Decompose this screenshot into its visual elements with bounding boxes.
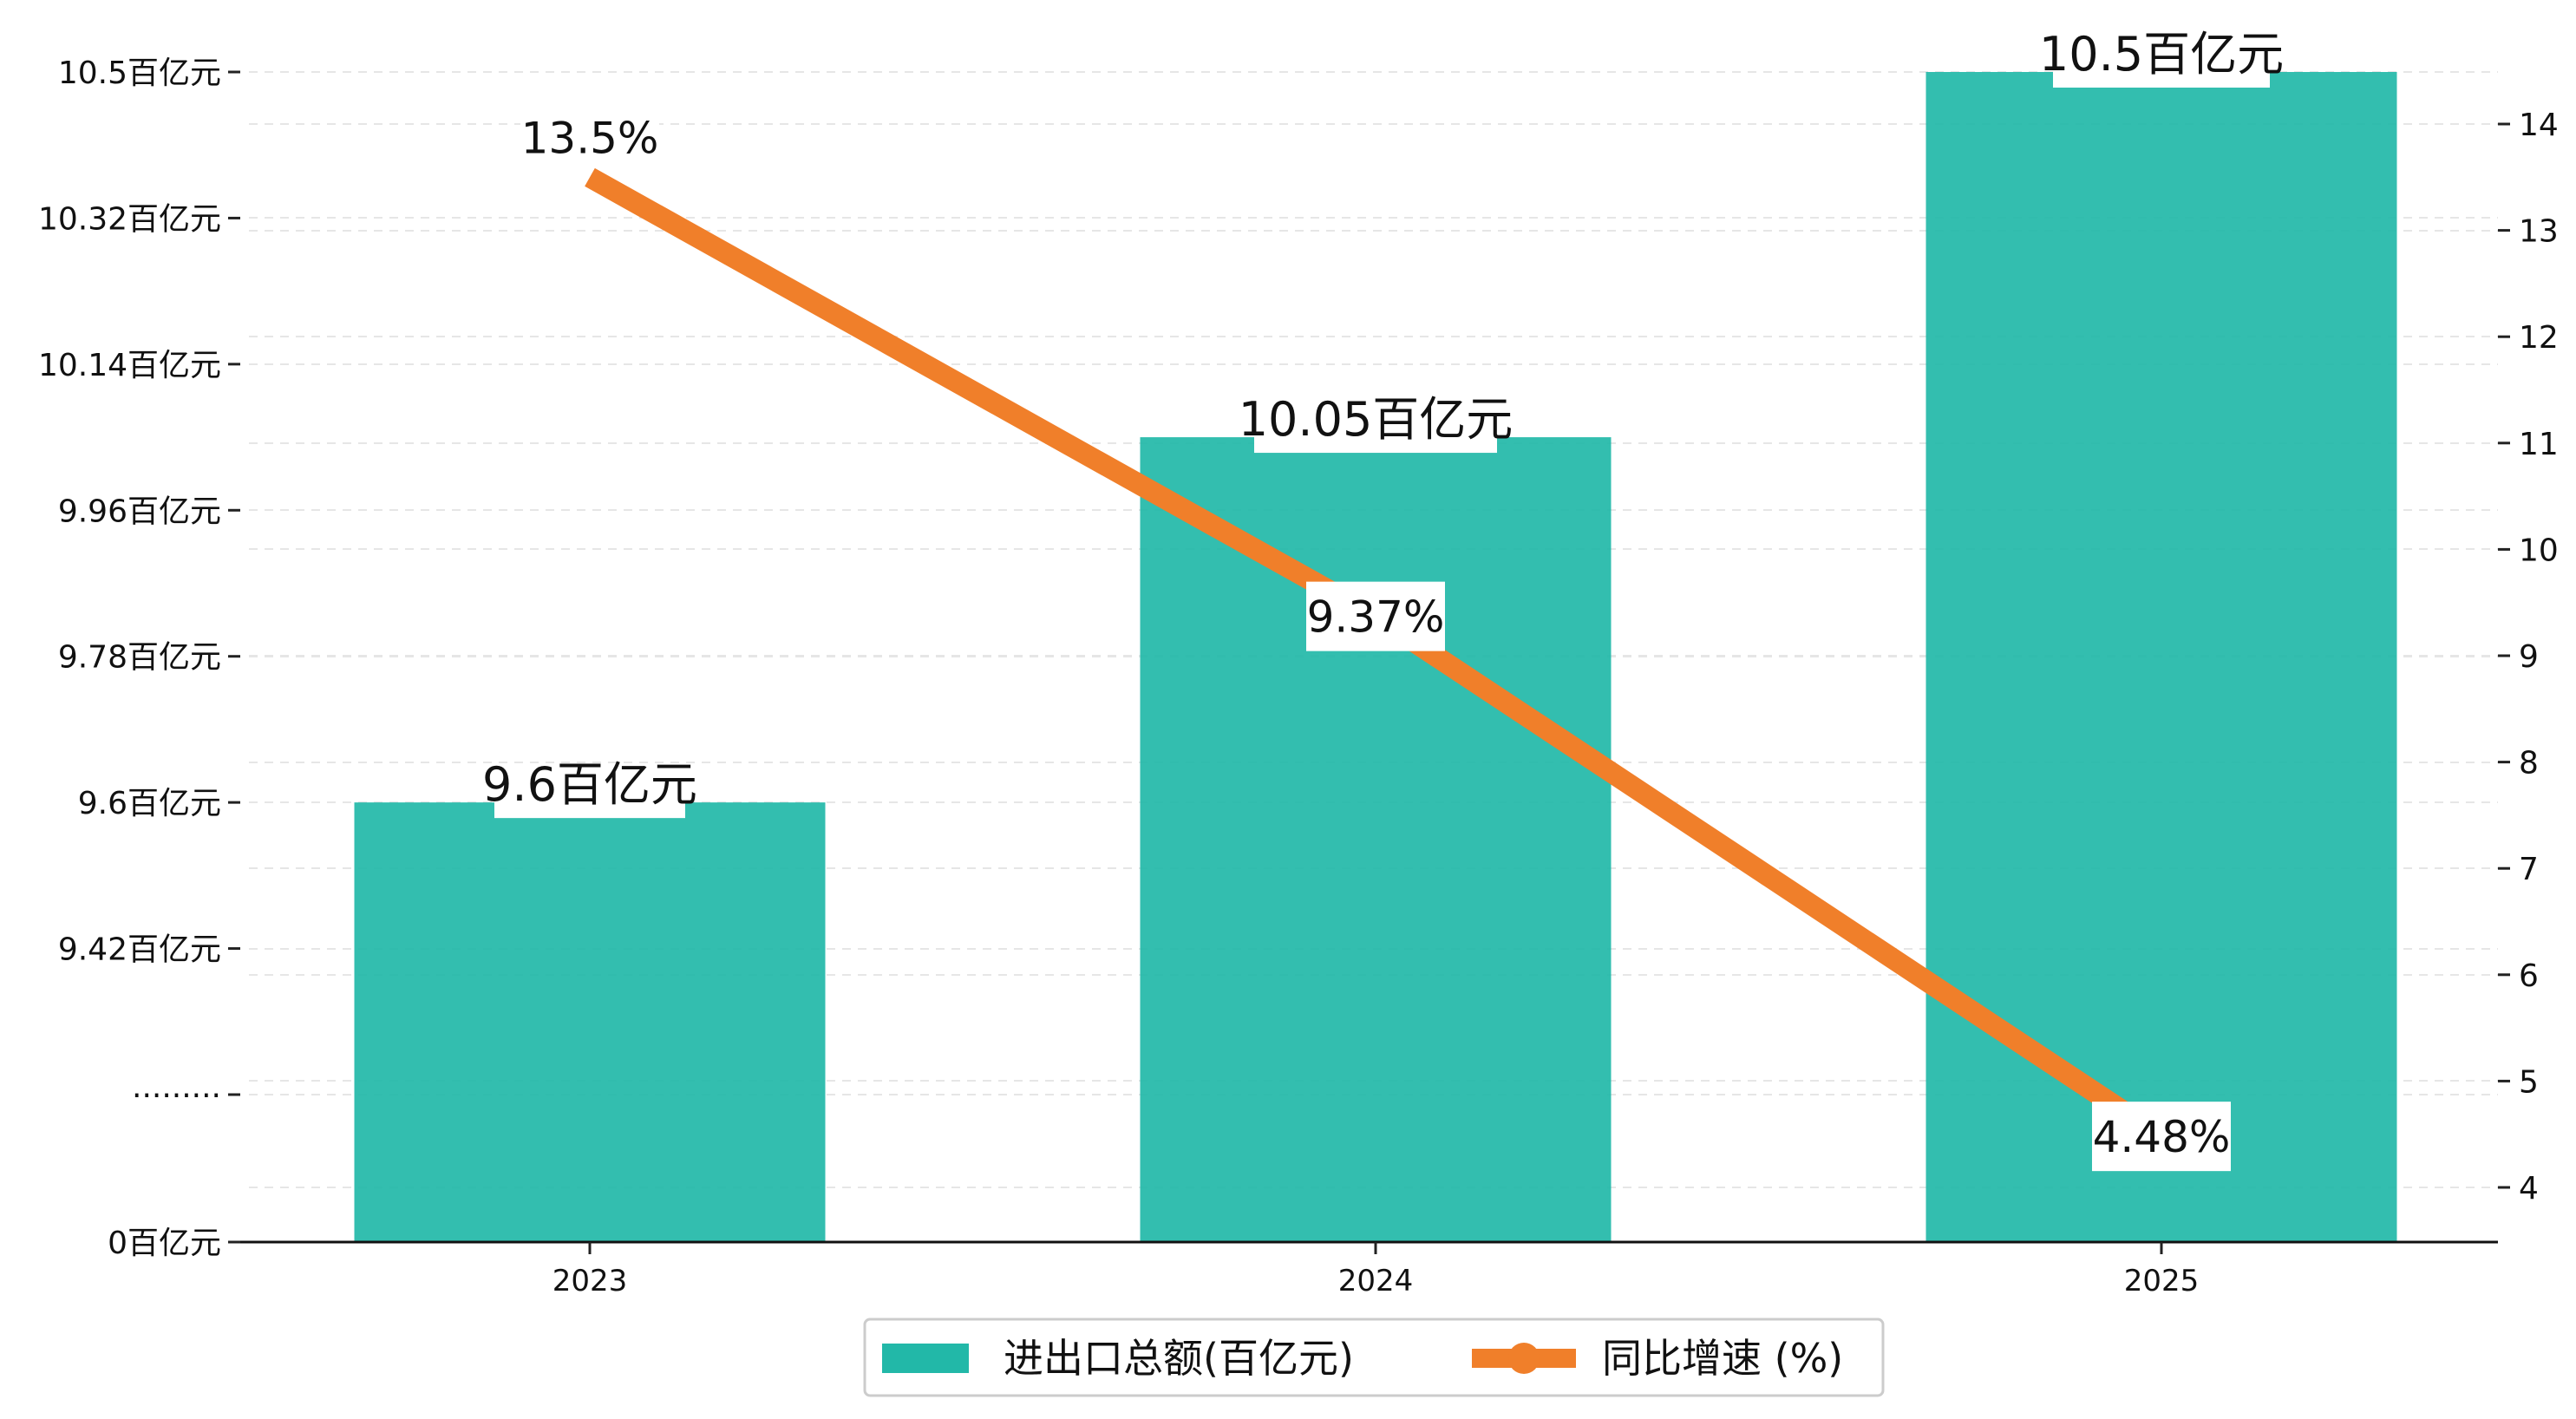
left-tick-label: 9.78百亿元 (58, 640, 221, 676)
x-tick-label-2023: 2023 (552, 1264, 628, 1298)
line-label-box (2092, 1102, 2231, 1172)
left-tick-label: 0百亿元 (108, 1226, 221, 1261)
line-label-2023: 13.5% (521, 113, 659, 163)
right-tick-label: 4 (2519, 1171, 2539, 1206)
line-label-box (1306, 581, 1445, 651)
right-tick-label: 8 (2519, 746, 2539, 781)
left-tick-label: 9.6百亿元 (78, 786, 221, 821)
left-tick-label: ········· (132, 1078, 221, 1114)
right-y-axis: 4 5 6 7 8 9 10 11 12 13 14 (2498, 108, 2559, 1206)
line-label-2024: 9.37% (1307, 592, 1445, 643)
bar-series (354, 72, 2397, 1243)
left-tick-label: 10.14百亿元 (38, 348, 221, 383)
x-axis: 2023 2024 2025 (240, 1240, 2498, 1298)
right-tick-label: 10 (2519, 533, 2559, 568)
bar-label-box (494, 764, 685, 819)
right-tick-label: 5 (2519, 1064, 2539, 1100)
legend-bar-swatch (882, 1344, 969, 1373)
left-tick-label: 9.96百亿元 (58, 494, 221, 529)
bar-2023 (354, 802, 826, 1242)
right-tick-label: 9 (2519, 639, 2539, 675)
left-y-axis: 10.5百亿元 10.32百亿元 10.14百亿元 9.96百亿元 9.78百亿元 9.6… (38, 56, 240, 1261)
right-tick-label: 13 (2519, 214, 2559, 250)
left-tick-label: 10.32百亿元 (38, 201, 221, 237)
left-tick-label: 9.42百亿元 (58, 932, 221, 968)
line-data-labels: 13.5% 9.37% 4.48% (520, 109, 2231, 1172)
bar-2024 (1140, 437, 1612, 1243)
right-tick-label: 6 (2519, 958, 2539, 994)
right-tick-label: 12 (2519, 320, 2559, 356)
bar-data-labels: 9.6百亿元 10.05百亿元 10.5百亿元 (482, 27, 2284, 819)
legend-line-label: 同比增速 (%) (1602, 1335, 1843, 1382)
line-label-box (520, 109, 659, 164)
left-tick-label: 10.5百亿元 (58, 56, 221, 91)
legend-box (863, 1318, 1885, 1397)
right-tick-label: 14 (2519, 108, 2559, 143)
legend-bar-label: 进出口总额(百亿元) (1004, 1335, 1354, 1382)
bar-2025 (1925, 72, 2397, 1242)
legend-line-marker (1508, 1343, 1540, 1374)
bar-label-box (1254, 399, 1497, 454)
bar-label-2024: 10.05百亿元 (1239, 392, 1514, 447)
legend: 进出口总额(百亿元) 同比增速 (%) (863, 1318, 1885, 1397)
right-tick-label: 7 (2519, 852, 2539, 887)
bar-label-box (2053, 34, 2270, 88)
line-label-2025: 4.48% (2093, 1112, 2231, 1162)
bar-label-2025: 10.5百亿元 (2039, 27, 2284, 82)
x-tick-label-2025: 2025 (2124, 1264, 2200, 1298)
bar-label-2023: 9.6百亿元 (482, 757, 697, 812)
x-tick-label-2024: 2024 (1338, 1264, 1414, 1298)
right-tick-label: 11 (2519, 427, 2559, 462)
